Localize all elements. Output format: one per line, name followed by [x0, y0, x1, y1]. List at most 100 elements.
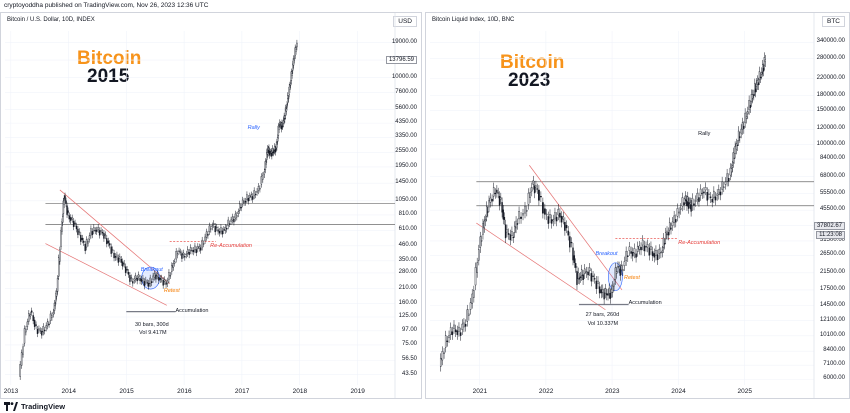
candle[interactable]: [201, 236, 203, 251]
candle[interactable]: [560, 211, 563, 228]
candle[interactable]: [618, 261, 620, 274]
candle[interactable]: [45, 322, 47, 332]
candle[interactable]: [451, 326, 454, 340]
candle[interactable]: [454, 324, 457, 338]
candle[interactable]: [471, 289, 473, 309]
candle[interactable]: [751, 89, 754, 104]
candle[interactable]: [726, 168, 728, 187]
candle[interactable]: [100, 227, 102, 235]
candle[interactable]: [223, 226, 225, 235]
candle[interactable]: [218, 228, 221, 237]
candle[interactable]: [48, 320, 50, 328]
candle[interactable]: [474, 262, 477, 291]
candle[interactable]: [42, 323, 44, 336]
candle[interactable]: [64, 192, 66, 204]
candle[interactable]: [749, 100, 752, 113]
candle[interactable]: [31, 307, 33, 316]
candle[interactable]: [687, 197, 690, 214]
candle[interactable]: [549, 209, 551, 224]
candle[interactable]: [656, 249, 659, 265]
candle[interactable]: [588, 263, 591, 277]
candle[interactable]: [110, 243, 112, 257]
candle[interactable]: [463, 318, 465, 333]
candle[interactable]: [133, 275, 135, 284]
candle[interactable]: [276, 134, 279, 145]
candle[interactable]: [114, 253, 117, 261]
candle[interactable]: [540, 191, 542, 202]
candle[interactable]: [149, 274, 151, 288]
candle[interactable]: [239, 200, 241, 214]
candle[interactable]: [516, 218, 519, 230]
price-chart-2023[interactable]: [426, 13, 849, 398]
candle[interactable]: [613, 279, 615, 292]
candle[interactable]: [724, 177, 727, 190]
candle[interactable]: [648, 242, 651, 261]
candle[interactable]: [456, 325, 459, 340]
candle[interactable]: [640, 242, 642, 256]
candle[interactable]: [761, 67, 763, 80]
candle[interactable]: [703, 187, 705, 199]
candle[interactable]: [595, 276, 598, 294]
candle[interactable]: [704, 182, 707, 196]
candle[interactable]: [701, 188, 704, 199]
candle[interactable]: [290, 68, 293, 84]
candle[interactable]: [25, 325, 27, 336]
candle[interactable]: [187, 246, 189, 257]
candle[interactable]: [250, 191, 252, 201]
candle[interactable]: [113, 249, 115, 262]
candle[interactable]: [743, 121, 745, 134]
candle[interactable]: [60, 226, 62, 250]
candle[interactable]: [224, 224, 226, 234]
candle[interactable]: [459, 327, 462, 341]
candle[interactable]: [689, 197, 691, 210]
candle[interactable]: [117, 254, 120, 266]
candle[interactable]: [625, 246, 627, 266]
candle[interactable]: [94, 227, 96, 235]
candle[interactable]: [185, 250, 187, 259]
candle[interactable]: [543, 203, 546, 220]
candle[interactable]: [259, 185, 261, 193]
candle[interactable]: [608, 283, 610, 299]
candle[interactable]: [198, 243, 200, 252]
candle[interactable]: [256, 188, 258, 196]
candle[interactable]: [655, 245, 657, 261]
candle[interactable]: [52, 308, 55, 318]
candle[interactable]: [643, 240, 646, 257]
candle[interactable]: [202, 240, 205, 248]
candle[interactable]: [526, 205, 528, 217]
candle[interactable]: [681, 192, 684, 212]
candle[interactable]: [687, 191, 689, 207]
candle[interactable]: [497, 187, 499, 199]
chart-annotation[interactable]: Accumulation: [628, 300, 662, 307]
candle[interactable]: [33, 316, 36, 330]
candle[interactable]: [597, 276, 599, 289]
candle[interactable]: [254, 190, 257, 199]
candle[interactable]: [53, 299, 56, 315]
candle[interactable]: [758, 66, 761, 86]
candle[interactable]: [67, 207, 69, 216]
candle[interactable]: [163, 276, 166, 285]
candle[interactable]: [104, 231, 107, 240]
candle[interactable]: [627, 250, 629, 262]
candle[interactable]: [485, 201, 488, 222]
candle[interactable]: [241, 196, 244, 208]
candle[interactable]: [192, 246, 195, 256]
candle[interactable]: [716, 188, 718, 201]
candle[interactable]: [492, 182, 495, 202]
candle[interactable]: [593, 273, 596, 284]
candle[interactable]: [130, 274, 133, 282]
candle[interactable]: [577, 267, 579, 284]
candle[interactable]: [754, 78, 756, 97]
candle[interactable]: [22, 343, 24, 358]
candle[interactable]: [444, 330, 447, 353]
candle[interactable]: [668, 217, 671, 236]
candle[interactable]: [678, 207, 680, 219]
candle[interactable]: [764, 54, 766, 68]
candle[interactable]: [614, 262, 617, 285]
candle[interactable]: [606, 288, 608, 301]
candle[interactable]: [29, 311, 31, 320]
candle[interactable]: [633, 243, 636, 259]
candle[interactable]: [718, 184, 720, 200]
candle[interactable]: [294, 44, 296, 60]
candle[interactable]: [179, 248, 182, 256]
